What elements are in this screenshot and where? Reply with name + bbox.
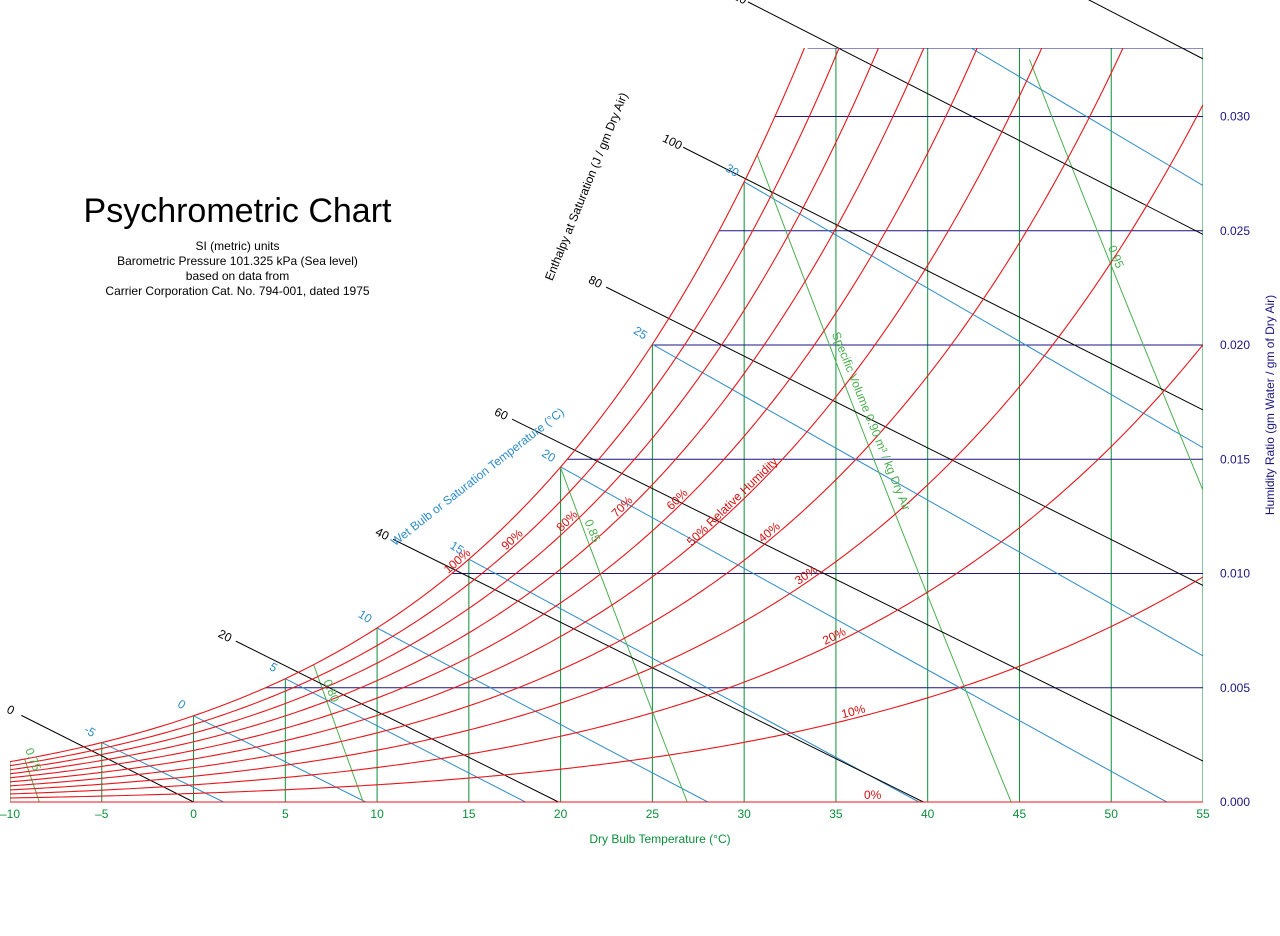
enthalpy-tick-label: 100	[660, 131, 684, 153]
x-tick-label: –5	[95, 807, 109, 821]
specific-volume-title: Specific Volume 0.90 m³ / kg Dry Air	[829, 330, 914, 513]
enthalpy-line	[21, 714, 194, 803]
enthalpy-tick-label: 80	[586, 273, 604, 292]
subtitle-pressure: Barometric Pressure 101.325 kPa (Sea lev…	[117, 254, 358, 268]
wet-bulb-tick-label: 30	[723, 161, 742, 180]
wet-bulb-line	[193, 715, 366, 802]
rh-curve	[10, 48, 806, 763]
wet-bulb-line	[285, 678, 526, 802]
y-tick-label: 0.010	[1220, 567, 1250, 581]
x-tick-label: 5	[282, 807, 289, 821]
specific-volume-line	[721, 59, 1012, 802]
chart-title: Psychrometric Chart	[83, 192, 392, 230]
rh-curve	[10, 48, 840, 767]
y-tick-label: 0.000	[1220, 795, 1250, 809]
x-axis-label: Dry Bulb Temperature (°C)	[589, 832, 730, 846]
x-tick-label: 45	[1013, 807, 1027, 821]
x-tick-label: 10	[370, 807, 384, 821]
enthalpy-tick-label: 40	[373, 525, 391, 544]
specific-volume-line	[413, 59, 688, 802]
enthalpy-line	[605, 286, 1204, 586]
y-tick-label: 0.030	[1220, 110, 1250, 124]
subtitle-units: SI (metric) units	[195, 239, 280, 253]
rh-curve	[10, 48, 978, 779]
rh-tick-label: 90%	[498, 526, 525, 553]
x-tick-label: 20	[554, 807, 568, 821]
labels-layer: 020406080100120140–10–505101520253035404…	[0, 0, 1250, 821]
wet-bulb-tick-label: 0	[175, 697, 188, 713]
specific-volume-line	[1028, 59, 1203, 802]
x-tick-label: 0	[190, 807, 197, 821]
wet-bulb-title: Wet Bulb or Saturation Temperature (°C)	[388, 405, 567, 549]
rh-curves	[10, 48, 1203, 803]
x-tick-label: 30	[737, 807, 751, 821]
x-tick-label: –10	[0, 807, 20, 821]
specific-volume-tick-label: 0.75	[22, 746, 44, 773]
title-block: Psychrometric Chart SI (metric) units Ba…	[60, 192, 415, 299]
wet-bulb-line	[376, 627, 708, 802]
enthalpy-line	[392, 538, 924, 803]
rh-curve	[10, 48, 925, 775]
enthalpy-line	[682, 146, 1204, 411]
rh-tick-label: 60%	[664, 486, 691, 513]
wet-bulb-tick-label: -5	[82, 722, 99, 740]
enthalpy-line	[511, 418, 1204, 762]
x-tick-label: 55	[1196, 807, 1210, 821]
rh-tick-label: 30%	[792, 562, 820, 587]
enthalpy-tick-label: 60	[492, 405, 510, 424]
rh-tick-label: 20%	[820, 624, 848, 647]
rh-tick-label: 0%	[864, 788, 882, 802]
wet-bulb-line	[560, 466, 1167, 802]
wet-bulb-line	[835, 48, 1203, 802]
rh-curve	[10, 344, 1203, 795]
subtitle-source: Carrier Corporation Cat. No. 794-001, da…	[105, 284, 370, 298]
y-tick-label: 0.015	[1220, 452, 1250, 466]
rh-curve	[10, 48, 1124, 787]
wet-bulb-tick-label: 25	[631, 323, 650, 342]
rh-tick-label: 10%	[840, 702, 867, 722]
y-tick-label: 0.020	[1220, 338, 1250, 352]
enthalpy-tick-label: 0	[4, 702, 17, 718]
rh-tick-label: 70%	[609, 493, 636, 520]
y-tick-label: 0.005	[1220, 681, 1250, 695]
wet-bulb-tick-label: 5	[267, 660, 280, 676]
enthalpy-title: Enthalpy at Saturation (J / gm Dry Air)	[542, 91, 630, 283]
wet-bulb-tick-label: 20	[539, 446, 558, 465]
wet-bulb-line	[101, 742, 224, 802]
wet-bulb-tick-label: 10	[356, 607, 375, 626]
x-tick-label: 40	[921, 807, 935, 821]
subtitle-source-intro: based on data from	[185, 269, 290, 283]
x-tick-label: 25	[646, 807, 660, 821]
y-tick-label: 0.025	[1220, 224, 1250, 238]
rh-curve	[10, 48, 880, 771]
enthalpy-line	[1087, 0, 1204, 60]
specific-volume-tick-label: 0.85	[582, 517, 604, 544]
enthalpy-tick-label: 20	[216, 627, 234, 646]
y-axis-label: Humidity Ratio (gm Water / gm of Dry Air…	[1263, 295, 1277, 515]
wet-bulb-line	[743, 181, 1203, 802]
specific-volume-line	[10, 59, 40, 802]
rh-curve	[10, 48, 1043, 783]
enthalpy-tick-label: 120	[725, 0, 749, 7]
rh-curve	[10, 576, 1203, 799]
grid-layer	[10, 48, 1203, 802]
rh-curve	[10, 104, 1203, 791]
wet-bulb-line	[468, 558, 920, 802]
enthalpy-line	[747, 1, 1204, 235]
x-tick-label: 50	[1105, 807, 1119, 821]
x-tick-label: 35	[829, 807, 843, 821]
x-tick-label: 15	[462, 807, 476, 821]
wet-bulb-line	[652, 343, 1203, 802]
